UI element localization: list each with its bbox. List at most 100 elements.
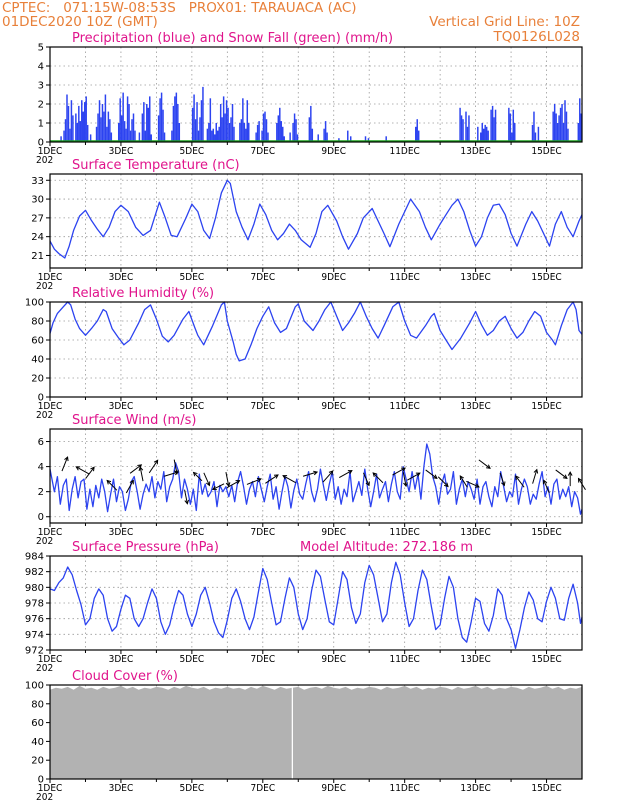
precip-bar <box>559 107 562 142</box>
precip-bar <box>511 132 513 142</box>
y-tick-label: 6 <box>38 437 44 448</box>
wind-frame <box>49 428 583 524</box>
wind-arrow-head <box>328 470 334 476</box>
precip-bar <box>131 119 133 142</box>
temperature-frame <box>49 173 583 269</box>
precip-bar <box>67 105 70 142</box>
precip-bar <box>415 126 417 142</box>
wind-arrow-head <box>542 479 548 485</box>
x-year-fragment: 202 <box>36 536 53 547</box>
wind-arrow <box>459 475 468 488</box>
precip-bar <box>537 126 540 142</box>
y-tick-label: 2 <box>38 487 44 498</box>
precip-bar <box>106 126 108 142</box>
precip-bar <box>72 115 74 142</box>
wind-arrow <box>61 456 69 472</box>
x-tick-label: 9DEC <box>321 527 346 538</box>
precip-bar <box>256 124 259 142</box>
x-year-fragment: 202 <box>36 410 53 421</box>
precip-bar <box>202 86 204 142</box>
precip-bar <box>177 104 179 142</box>
precip-bar <box>125 128 127 142</box>
precip-bar <box>246 100 249 142</box>
precip-bar <box>311 128 314 142</box>
precip-bar <box>64 119 67 142</box>
precip-bar <box>123 121 126 142</box>
x-tick-label: 1DEC <box>38 654 63 665</box>
cloud-panel: 0 20 40 60 80 100 1DEC 3DEC 5DEC 7DEC 9DEC 11DEC 13D… <box>25 669 583 800</box>
y-tick-label: 27 <box>31 213 44 224</box>
precip-bar <box>477 126 479 142</box>
precip-bar <box>508 107 510 142</box>
precip-bar <box>175 92 178 142</box>
y-tick-label: 0 <box>38 512 44 523</box>
wind-arrow-head <box>75 466 81 471</box>
y-tick-label: 974 <box>25 630 44 641</box>
y-tick-label: 100 <box>25 681 44 692</box>
precip-bar <box>364 136 367 142</box>
precip-bar <box>126 96 129 142</box>
wind-arrow-head <box>403 482 408 488</box>
x-tick-label: 11DEC <box>389 654 419 665</box>
precip-bar <box>129 130 132 142</box>
precip-bar <box>85 96 87 142</box>
wind-arrow-head <box>211 485 217 491</box>
y-tick-label: 30 <box>31 195 44 206</box>
precip-bar <box>310 105 312 142</box>
cloud-title: Cloud Cover (%) <box>72 669 178 684</box>
precip-bar <box>141 113 144 142</box>
precip-bar <box>564 100 566 142</box>
x-tick-label: 13DEC <box>460 654 490 665</box>
precip-bar <box>255 132 257 142</box>
wind-arrow-head <box>90 466 95 472</box>
x-tick-label: 11DEC <box>389 527 419 538</box>
precip-bar <box>103 111 105 142</box>
precip-bar <box>534 132 537 142</box>
wind-arrow-head <box>372 472 378 477</box>
precip-bar <box>258 121 260 142</box>
x-tick-label: 9DEC <box>321 272 346 283</box>
wind-arrow <box>125 480 134 494</box>
wind-arrow <box>499 472 505 486</box>
precip-bar <box>509 113 512 142</box>
y-tick-label: 982 <box>25 567 44 578</box>
precip-bar <box>143 102 145 142</box>
wind-arrow-head <box>562 474 568 479</box>
wind-arrow-head <box>313 470 319 476</box>
wind-arrow <box>362 472 370 486</box>
precip-bar <box>484 124 486 142</box>
wind-arrow <box>543 480 550 494</box>
precip-bar <box>209 98 212 142</box>
wind-arrow-head <box>192 471 198 477</box>
x-tick-label: 15DEC <box>531 654 561 665</box>
wind-arrow-head <box>64 456 69 462</box>
precip-bar <box>104 94 107 142</box>
x-tick-label: 7DEC <box>250 401 275 412</box>
y-tick-label: 972 <box>25 646 44 657</box>
y-tick-label: 0 <box>38 393 44 404</box>
precip-bar <box>567 128 569 142</box>
x-tick-label: 13DEC <box>460 272 490 283</box>
precip-bar <box>531 124 534 142</box>
x-tick-label: 13DEC <box>460 527 490 538</box>
x-tick-label: 1DEC <box>38 146 63 157</box>
wind-arrow-head <box>432 474 438 479</box>
precip-bar <box>239 123 241 142</box>
precip-bar <box>97 113 99 142</box>
precip-bar <box>296 134 299 142</box>
precip-bar <box>227 107 229 142</box>
x-tick-label: 9DEC <box>321 654 346 665</box>
precip-bar <box>157 115 160 142</box>
wind-arrow <box>392 467 406 476</box>
humidity-frame <box>49 301 583 398</box>
wind-arrow <box>106 480 118 491</box>
wind-panel: 0 2 4 6 1DEC 3DEC 5DEC 7DEC 9DEC 11DEC 13DEC 15DEC 2… <box>36 413 586 547</box>
humidity-panel: 0 20 40 60 80 100 1DEC 3DEC 5DEC 7DEC 9DEC 11DEC 13D… <box>25 286 583 421</box>
precip-bar <box>558 115 560 142</box>
precip-bar <box>248 123 250 142</box>
wind-arrow <box>466 480 480 488</box>
precip-bar <box>561 104 563 142</box>
precip-bar <box>579 98 581 142</box>
wind-arrow-head <box>459 475 465 481</box>
y-tick-label: 978 <box>25 599 44 610</box>
